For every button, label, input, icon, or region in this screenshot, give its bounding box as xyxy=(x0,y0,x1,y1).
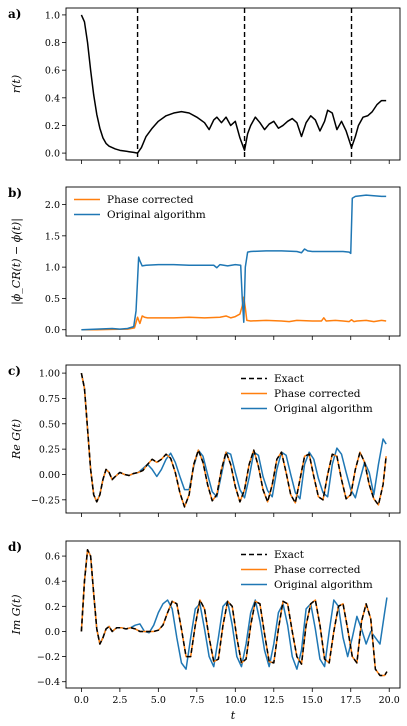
x-tick-label-d: 7.5 xyxy=(189,695,204,706)
y-tick-label-d: 0.0 xyxy=(45,627,60,638)
y-tick-label-d: −0.4 xyxy=(37,677,60,688)
x-axis-label-d: t xyxy=(231,709,236,722)
x-tick-label-d: 20.0 xyxy=(379,695,400,706)
legend-label: Phase corrected xyxy=(274,564,361,576)
y-tick-label-a: 0.4 xyxy=(45,93,60,104)
y-tick-label-a: 0.8 xyxy=(45,38,60,49)
y-tick-label-c: 1.00 xyxy=(39,369,60,380)
panel-label-c: c) xyxy=(8,364,21,378)
panel-label-a: a) xyxy=(8,7,21,21)
x-tick-label-d: 5.0 xyxy=(151,695,166,706)
series-line-phase-corrected-b xyxy=(81,296,387,331)
y-tick-label-b: 1.5 xyxy=(45,231,60,242)
axes-frame-b xyxy=(65,186,401,337)
x-tick-label-d: 15.0 xyxy=(302,695,323,706)
y-tick-label-a: 0.2 xyxy=(45,121,60,132)
y-tick-label-a: 0.0 xyxy=(45,149,60,160)
y-tick-label-c: 0.00 xyxy=(39,470,60,481)
y-tick-label-b: 0.0 xyxy=(45,325,60,336)
axes-frame-a xyxy=(65,7,401,161)
panel-label-d: d) xyxy=(8,540,22,554)
x-tick-label-d: 10.0 xyxy=(225,695,246,706)
legend-label: Exact xyxy=(274,373,305,385)
y-axis-label-b: |ϕ_CR(t) − ϕ(t)| xyxy=(10,218,24,305)
legend-label: Exact xyxy=(274,549,305,561)
y-tick-label-d: −0.2 xyxy=(37,652,60,663)
axes-frame-d xyxy=(65,540,401,689)
y-tick-label-d: 0.2 xyxy=(45,602,60,613)
y-tick-label-c: 0.75 xyxy=(39,394,60,405)
legend-label: Original algorithm xyxy=(274,579,373,591)
legend-label: Original algorithm xyxy=(274,403,373,415)
y-axis-label-d: Im G(t) xyxy=(10,594,23,635)
x-tick-label-d: 2.5 xyxy=(112,695,127,706)
y-tick-label-b: 0.5 xyxy=(45,294,60,305)
series-line-exact-c xyxy=(80,372,387,508)
x-tick-label-d: 12.5 xyxy=(263,695,284,706)
legend-label: Phase corrected xyxy=(107,194,194,206)
x-tick-label-d: 17.5 xyxy=(340,695,361,706)
y-tick-label-a: 1.0 xyxy=(45,10,60,21)
series-line-original-algorithm-b xyxy=(81,194,387,331)
y-axis-label-a: r(t) xyxy=(10,75,23,93)
y-tick-label-b: 1.0 xyxy=(45,263,60,274)
y-tick-label-c: 0.25 xyxy=(39,445,60,456)
y-tick-label-a: 0.6 xyxy=(45,66,60,77)
legend-label: Original algorithm xyxy=(107,209,206,221)
y-tick-label-d: 0.6 xyxy=(45,552,60,563)
y-tick-label-c: 0.50 xyxy=(39,419,60,430)
axes-frame-c xyxy=(65,364,401,514)
y-tick-label-c: −0.25 xyxy=(31,495,60,506)
panel-label-b: b) xyxy=(8,186,22,200)
y-tick-label-d: 0.4 xyxy=(45,577,60,588)
legend-label: Phase corrected xyxy=(274,388,361,400)
y-tick-label-b: 2.0 xyxy=(45,200,60,211)
series-line-exact-d xyxy=(80,549,388,677)
series-line-series-a xyxy=(80,14,387,154)
y-axis-label-c: Re G(t) xyxy=(10,419,23,460)
x-tick-label-d: 0.0 xyxy=(74,695,89,706)
